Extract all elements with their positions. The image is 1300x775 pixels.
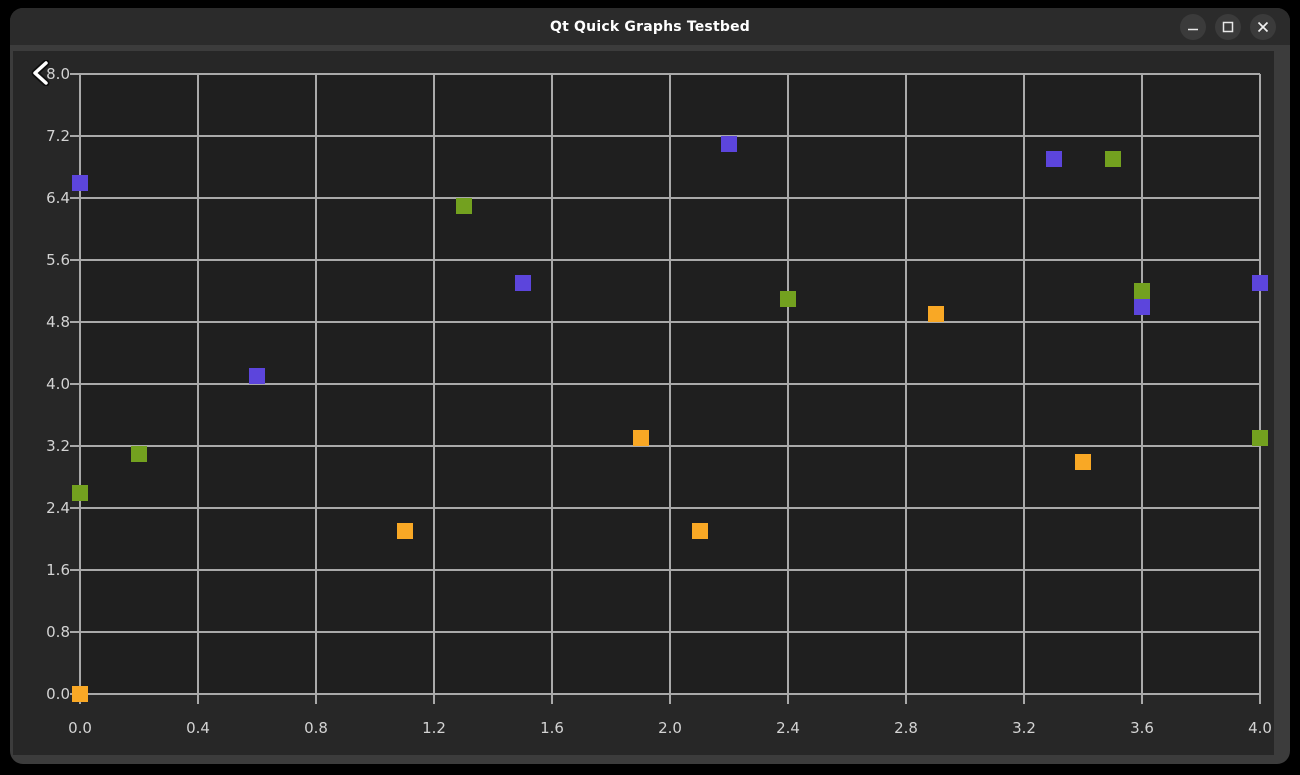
- minimize-icon: [1187, 21, 1199, 33]
- grid-line-horizontal: [80, 507, 1260, 509]
- green-series-point[interactable]: [1252, 430, 1268, 447]
- cursor-chevron-icon: [31, 59, 51, 90]
- x-tick-label: 2.8: [894, 719, 918, 737]
- window-controls: [1180, 14, 1276, 40]
- y-tick-label: 6.4: [46, 189, 70, 207]
- x-tick-label: 4.0: [1248, 719, 1272, 737]
- maximize-button[interactable]: [1215, 14, 1241, 40]
- x-tick-mark: [1141, 694, 1143, 704]
- app-window: Qt Quick Graphs Testbed 0.0 0.4 0.8 1.2 1.6 2…: [10, 8, 1290, 764]
- minimize-button[interactable]: [1180, 14, 1206, 40]
- y-tick-label: 0.8: [46, 623, 70, 641]
- y-tick-mark: [70, 383, 80, 385]
- green-series-point[interactable]: [1104, 151, 1121, 168]
- y-tick-mark: [70, 569, 80, 571]
- x-tick-label: 0.4: [186, 719, 210, 737]
- x-tick-mark: [787, 694, 789, 704]
- grid-line-horizontal: [80, 383, 1260, 385]
- grid-line-horizontal: [80, 445, 1260, 447]
- purple-series-point[interactable]: [1045, 151, 1062, 168]
- y-tick-mark: [70, 445, 80, 447]
- x-tick-mark: [669, 694, 671, 704]
- close-icon: [1257, 21, 1269, 33]
- y-tick-mark: [70, 73, 80, 75]
- chart-view: 0.0 0.4 0.8 1.2 1.6 2.0 2.4 2.8 3.2 3.6 4.0 0.0 0.8 1…: [13, 51, 1274, 755]
- grid-line-horizontal: [80, 197, 1260, 199]
- green-series-point[interactable]: [72, 484, 88, 501]
- green-series-point[interactable]: [131, 445, 147, 462]
- y-tick-mark: [70, 321, 80, 323]
- orange-series-point[interactable]: [927, 306, 944, 323]
- x-tick-mark: [551, 694, 553, 704]
- x-tick-label: 2.0: [658, 719, 682, 737]
- orange-series-point[interactable]: [691, 523, 708, 540]
- y-tick-label: 4.8: [46, 313, 70, 331]
- orange-series-point[interactable]: [396, 523, 413, 540]
- x-tick-label: 3.6: [1130, 719, 1154, 737]
- y-tick-label: 1.6: [46, 561, 70, 579]
- close-button[interactable]: [1250, 14, 1276, 40]
- x-tick-mark: [905, 694, 907, 704]
- y-tick-label: 3.2: [46, 437, 70, 455]
- grid-line-horizontal: [80, 259, 1260, 261]
- titlebar[interactable]: Qt Quick Graphs Testbed: [10, 8, 1290, 45]
- maximize-icon: [1222, 21, 1234, 33]
- x-tick-mark: [1259, 694, 1261, 704]
- grid-line-horizontal: [80, 693, 1260, 695]
- x-tick-label: 0.8: [304, 719, 328, 737]
- purple-series-point[interactable]: [721, 135, 737, 152]
- grid-line-horizontal: [80, 569, 1260, 571]
- x-tick-mark: [197, 694, 199, 704]
- purple-series-point[interactable]: [72, 174, 88, 191]
- green-series-point[interactable]: [1134, 283, 1150, 299]
- y-tick-label: 8.0: [46, 65, 70, 83]
- green-series-point[interactable]: [780, 290, 796, 307]
- x-tick-mark: [315, 694, 317, 704]
- green-series-point[interactable]: [455, 197, 472, 214]
- orange-series-point[interactable]: [632, 430, 649, 447]
- purple-series-point[interactable]: [514, 275, 531, 292]
- window-title: Qt Quick Graphs Testbed: [549, 18, 750, 35]
- grid-line-horizontal: [80, 321, 1260, 323]
- purple-series-point[interactable]: [249, 368, 265, 385]
- x-tick-label: 3.2: [1012, 719, 1036, 737]
- y-tick-mark: [70, 259, 80, 261]
- y-tick-label: 0.0: [46, 685, 70, 703]
- y-tick-mark: [70, 135, 80, 137]
- grid-line-horizontal: [80, 631, 1260, 633]
- y-tick-mark: [70, 631, 80, 633]
- y-tick-label: 7.2: [46, 127, 70, 145]
- y-tick-mark: [70, 507, 80, 509]
- x-tick-label: 2.4: [776, 719, 800, 737]
- y-tick-mark: [70, 197, 80, 199]
- purple-series-point[interactable]: [1134, 298, 1150, 315]
- x-tick-label: 1.2: [422, 719, 446, 737]
- orange-series-point[interactable]: [72, 686, 88, 702]
- y-tick-label: 4.0: [46, 375, 70, 393]
- y-tick-label: 5.6: [46, 251, 70, 269]
- x-tick-label: 1.6: [540, 719, 564, 737]
- y-tick-label: 2.4: [46, 499, 70, 517]
- x-tick-label: 0.0: [68, 719, 92, 737]
- grid-line-horizontal: [80, 135, 1260, 137]
- purple-series-point[interactable]: [1252, 275, 1268, 292]
- grid-line-vertical: [1259, 74, 1261, 694]
- x-tick-mark: [433, 694, 435, 704]
- orange-series-point[interactable]: [1075, 453, 1091, 470]
- x-tick-mark: [1023, 694, 1025, 704]
- grid-line-horizontal: [80, 73, 1260, 75]
